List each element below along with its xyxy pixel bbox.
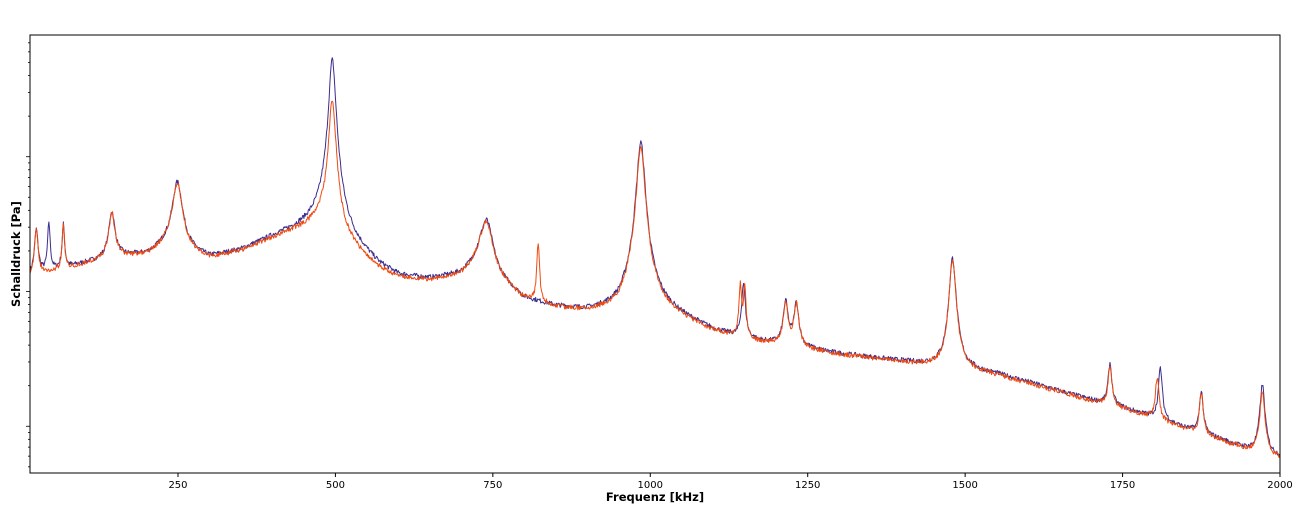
x-tick-label: 250	[168, 480, 187, 491]
plot-area-background	[30, 35, 1280, 473]
x-tick-label: 750	[483, 480, 502, 491]
x-axis-title: Frequenz [kHz]	[606, 490, 704, 504]
series-layer	[29, 57, 1281, 458]
x-tick-layer: 250 500 750 1000 1250 1500 1750 2000	[168, 473, 1293, 491]
y-axis-title: Schalldruck [Pa]	[9, 201, 23, 307]
x-tick-label: 1750	[1110, 480, 1135, 491]
x-tick-label: 1500	[952, 480, 977, 491]
x-tick-label: 500	[326, 480, 345, 491]
x-tick-label: 1000	[638, 480, 663, 491]
x-tick-label: 2000	[1267, 480, 1292, 491]
series-line-2	[29, 100, 1281, 458]
x-tick-label: 1250	[795, 480, 820, 491]
y-tick-layer	[26, 42, 30, 468]
plot-frame	[29, 34, 1281, 474]
